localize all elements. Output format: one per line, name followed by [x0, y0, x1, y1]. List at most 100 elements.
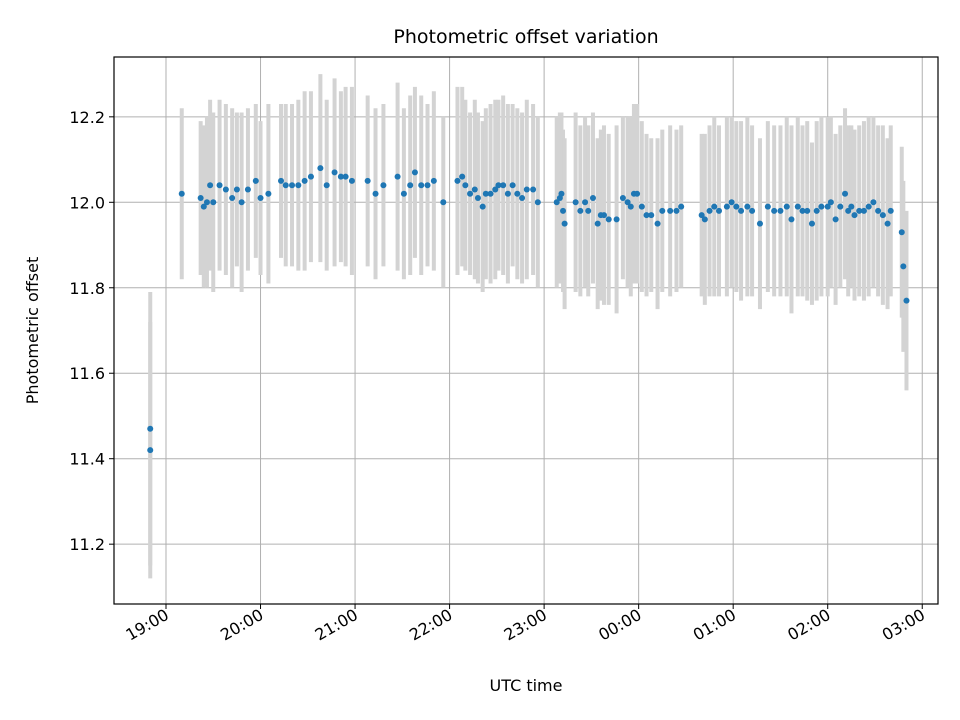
data-point: [698, 212, 705, 219]
data-point: [430, 177, 437, 184]
data-point: [678, 203, 685, 210]
data-point: [605, 216, 612, 223]
data-point: [307, 173, 314, 180]
data-point: [238, 199, 245, 206]
data-point: [808, 220, 815, 227]
data-point: [301, 177, 308, 184]
data-point: [738, 207, 745, 214]
data-point: [667, 207, 674, 214]
data-point: [627, 203, 634, 210]
data-point: [851, 212, 858, 219]
data-point: [804, 207, 811, 214]
data-point: [619, 195, 626, 202]
data-point: [407, 182, 414, 189]
data-point: [233, 186, 240, 193]
data-point: [210, 199, 217, 206]
chart-title: Photometric offset variation: [393, 26, 658, 48]
data-point: [842, 190, 849, 197]
data-point: [589, 195, 596, 202]
data-point: [229, 195, 236, 202]
x-axis-label: UTC time: [490, 676, 563, 695]
data-point: [411, 169, 418, 176]
data-point: [560, 207, 567, 214]
data-point: [777, 207, 784, 214]
data-point: [519, 195, 526, 202]
data-point: [643, 212, 650, 219]
data-point: [495, 182, 502, 189]
data-point: [594, 220, 601, 227]
data-point: [462, 182, 469, 189]
data-point: [252, 177, 259, 184]
x-tick-label: 21:00: [312, 605, 361, 645]
data-point: [487, 190, 494, 197]
y-tick-label: 11.6: [69, 364, 105, 383]
data-point: [482, 190, 489, 197]
data-point: [323, 182, 330, 189]
y-tick-label: 12.2: [69, 108, 105, 127]
data-point: [582, 199, 589, 206]
x-tick-label: 20:00: [217, 605, 266, 645]
data-point: [492, 186, 499, 193]
x-tick-label: 23:00: [501, 605, 550, 645]
data-point: [295, 182, 302, 189]
y-axis-label: Photometric offset: [23, 257, 42, 405]
data-point: [788, 216, 795, 223]
data-point: [207, 182, 214, 189]
data-point: [848, 203, 855, 210]
data-point: [879, 212, 886, 219]
data-point: [147, 447, 154, 454]
data-point: [504, 190, 511, 197]
data-point: [824, 203, 831, 210]
data-point: [865, 203, 872, 210]
data-point: [673, 207, 680, 214]
data-point: [561, 220, 568, 227]
data-point: [380, 182, 387, 189]
data-point: [706, 207, 713, 214]
data-point: [203, 199, 210, 206]
data-point: [733, 203, 740, 210]
data-point: [454, 177, 461, 184]
data-point: [147, 425, 154, 432]
x-tick-label: 22:00: [406, 605, 455, 645]
data-point: [600, 212, 607, 219]
data-point: [818, 203, 825, 210]
data-point: [900, 263, 907, 270]
data-point: [278, 177, 285, 184]
data-point: [744, 203, 751, 210]
x-tick-label: 00:00: [595, 605, 644, 645]
data-point: [870, 199, 877, 206]
data-point: [723, 203, 730, 210]
data-point: [394, 173, 401, 180]
errorbar-layer: [148, 74, 909, 579]
data-point: [178, 190, 185, 197]
data-point: [317, 165, 324, 172]
data-point: [331, 169, 338, 176]
data-point: [827, 199, 834, 206]
data-point: [716, 207, 723, 214]
data-point: [197, 195, 204, 202]
data-point: [898, 229, 905, 236]
data-point: [884, 220, 891, 227]
data-point: [659, 207, 666, 214]
data-point: [585, 207, 592, 214]
data-point: [749, 207, 756, 214]
data-point: [813, 207, 820, 214]
data-point: [701, 216, 708, 223]
data-point: [624, 199, 631, 206]
y-tick-label: 11.8: [69, 279, 105, 298]
data-point: [613, 216, 620, 223]
data-point: [418, 182, 425, 189]
data-point: [282, 182, 289, 189]
y-tick-label: 12.0: [69, 193, 105, 212]
data-point: [837, 203, 844, 210]
data-point: [479, 203, 486, 210]
data-point: [222, 186, 229, 193]
data-point: [728, 199, 735, 206]
data-point: [342, 173, 349, 180]
plot-area-frame: [113, 56, 939, 605]
data-point: [244, 186, 251, 193]
data-point: [887, 207, 894, 214]
data-point: [771, 207, 778, 214]
